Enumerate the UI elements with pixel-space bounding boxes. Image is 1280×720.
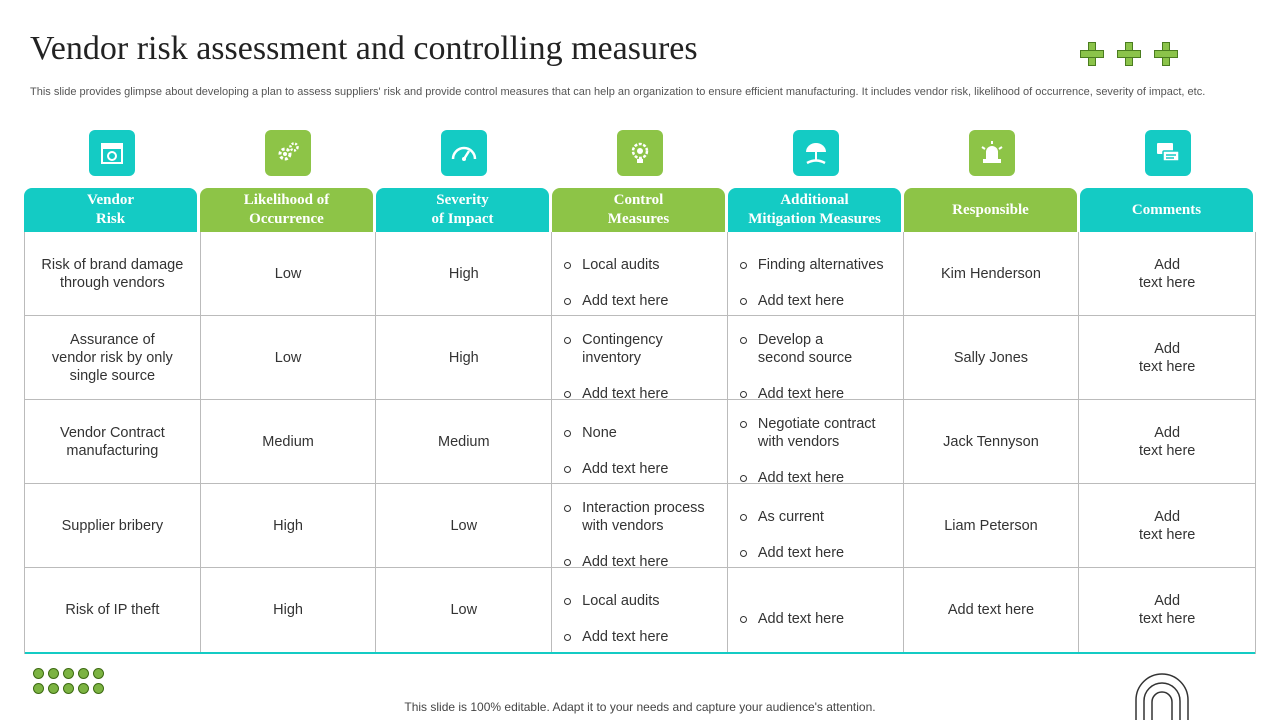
lightbulb-gear-icon [617, 130, 663, 176]
table-row: Risk of IP theft High Low Local audits A… [25, 568, 1255, 654]
cell-severity: Low [376, 484, 553, 567]
decorative-dots [33, 668, 104, 694]
footer-note: This slide is 100% editable. Adapt it to… [404, 700, 876, 714]
table-row: Supplier bribery High Low Interaction pr… [25, 484, 1255, 570]
dot-icon [33, 668, 44, 679]
header-responsible: Responsible [904, 188, 1077, 232]
cell-likelihood: Medium [201, 400, 377, 483]
list-item: Contingency inventory [564, 331, 668, 367]
cell-risk: Risk of IP theft [25, 568, 201, 652]
list-item: Add text here [564, 553, 705, 571]
cell-responsible: Kim Henderson [904, 232, 1080, 315]
chat-bubbles-icon [1145, 130, 1191, 176]
cell-likelihood: Low [201, 232, 377, 315]
cell-control: Contingency inventory Add text here [552, 316, 728, 402]
plus-icon [1080, 42, 1104, 66]
header-likelihood: Likelihood of Occurrence [200, 188, 373, 232]
gauge-icon [441, 130, 487, 176]
cell-risk: Risk of brand damage through vendors [25, 232, 201, 315]
cell-comments: Add text here [1138, 593, 1196, 627]
risk-table: Risk of brand damage through vendors Low… [24, 232, 1256, 654]
cell-mitigation: As current Add text here [728, 484, 904, 567]
list-item: None [564, 424, 668, 442]
cell-risk: Vendor Contract manufacturing [25, 400, 201, 483]
cell-severity: Low [376, 568, 553, 652]
list-item: Add text here [564, 460, 668, 478]
cell-mitigation: Negotiate contract with vendors Add text… [728, 400, 904, 486]
cell-mitigation: Add text here [728, 568, 904, 652]
table-row: Vendor Contract manufacturing Medium Med… [25, 400, 1255, 486]
cell-likelihood: High [201, 484, 377, 567]
table-header: Vendor Risk Likelihood of Occurrence Sev… [24, 188, 1256, 232]
page-title: Vendor risk assessment and controlling m… [30, 30, 698, 67]
dot-icon [63, 668, 74, 679]
cell-risk: Supplier bribery [25, 484, 201, 567]
arch-icon [1135, 673, 1189, 720]
cell-comments: Add text here [1138, 424, 1196, 459]
cell-control: None Add text here [552, 400, 728, 483]
list-item: Local audits [564, 592, 668, 610]
header-mitigation: Additional Mitigation Measures [728, 188, 901, 232]
plus-icon [1154, 42, 1178, 66]
dot-icon [93, 668, 104, 679]
header-severity: Severity of Impact [376, 188, 549, 232]
cell-comments: Add text here [1138, 256, 1196, 291]
cell-responsible: Sally Jones [904, 316, 1080, 399]
list-item: Local audits [564, 256, 668, 274]
list-item: Add text here [739, 292, 884, 310]
list-item: Add text here [564, 628, 668, 646]
cell-control: Interaction process with vendors Add tex… [552, 484, 728, 570]
list-item: Add text here [564, 292, 668, 310]
dot-icon [78, 683, 89, 694]
table-row: Risk of brand damage through vendors Low… [25, 232, 1255, 316]
header-comments: Comments [1080, 188, 1253, 232]
cell-severity: Medium [376, 400, 553, 483]
cell-comments: Add text here [1138, 340, 1196, 375]
dot-icon [33, 683, 44, 694]
cell-comments: Add text here [1138, 508, 1196, 543]
list-item: Interaction process with vendors [564, 499, 705, 535]
dot-icon [48, 683, 59, 694]
header-vendor-risk: Vendor Risk [24, 188, 197, 232]
umbrella-hand-icon [793, 130, 839, 176]
list-item: Add text here [739, 610, 844, 628]
list-item: Develop a second source [739, 331, 852, 367]
list-item: Add text here [739, 469, 876, 487]
decorative-crosses [1080, 42, 1178, 66]
cell-severity: High [376, 232, 553, 315]
list-item: Add text here [564, 385, 668, 403]
list-item: Negotiate contract with vendors [739, 415, 876, 451]
cell-likelihood: Low [201, 316, 377, 399]
alarm-light-icon [969, 130, 1015, 176]
cell-risk: Assurance of vendor risk by only single … [25, 316, 201, 399]
store-icon [89, 130, 135, 176]
cell-responsible: Jack Tennyson [904, 400, 1080, 483]
plus-icon [1117, 42, 1141, 66]
list-item: Finding alternatives [739, 256, 884, 274]
column-icons [24, 130, 1256, 176]
cell-mitigation: Finding alternatives Add text here [728, 232, 904, 315]
list-item: As current [739, 508, 844, 526]
list-item: Add text here [739, 544, 844, 562]
cell-responsible: Liam Peterson [904, 484, 1080, 567]
cell-mitigation: Develop a second source Add text here [728, 316, 904, 402]
cell-severity: High [376, 316, 553, 399]
gears-icon [265, 130, 311, 176]
dot-icon [63, 683, 74, 694]
dot-icon [93, 683, 104, 694]
header-control-measures: Control Measures [552, 188, 725, 232]
table-row: Assurance of vendor risk by only single … [25, 316, 1255, 402]
list-item: Add text here [739, 385, 852, 403]
cell-control: Local audits Add text here [552, 568, 728, 652]
cell-responsible: Add text here [904, 568, 1080, 652]
cell-likelihood: High [201, 568, 377, 652]
dot-icon [48, 668, 59, 679]
dot-icon [78, 668, 89, 679]
page-subtitle: This slide provides glimpse about develo… [30, 86, 1206, 98]
cell-control: Local audits Add text here [552, 232, 728, 315]
